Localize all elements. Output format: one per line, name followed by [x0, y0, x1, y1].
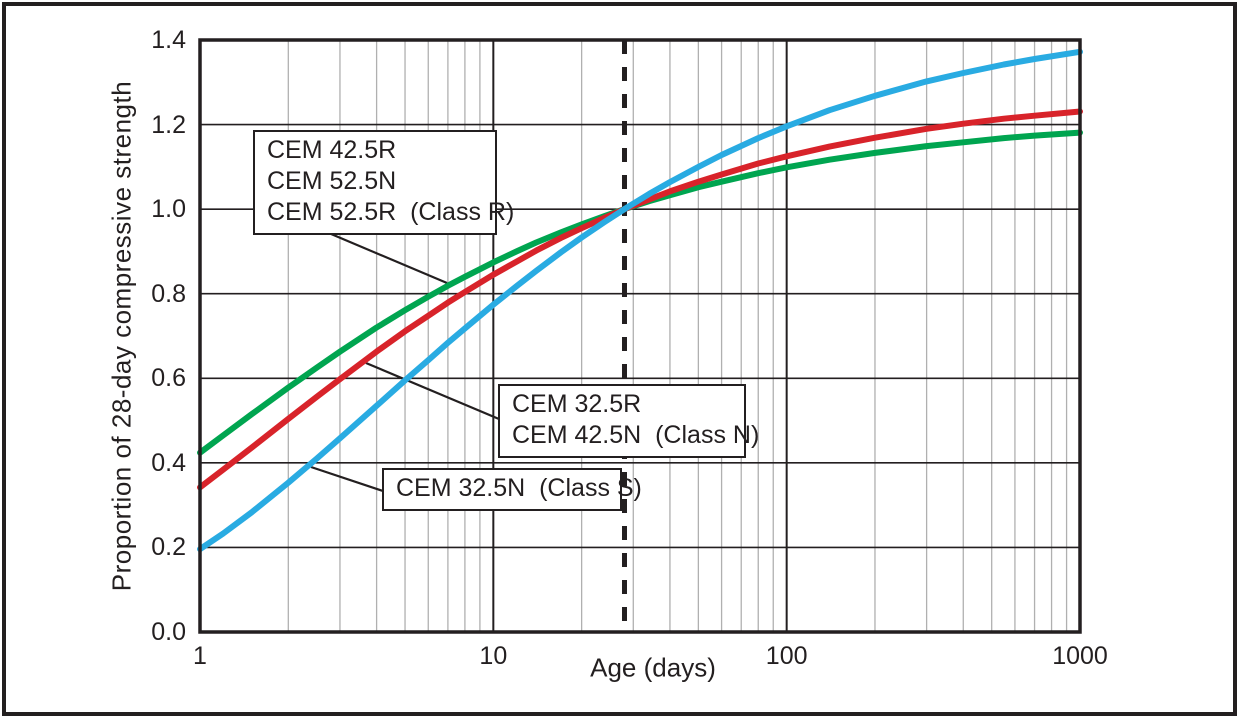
- y-tick-label: 1.2: [151, 110, 186, 139]
- y-tick-label: 1.0: [151, 195, 186, 224]
- curve-class-s: [197, 48, 1083, 553]
- legend-line: CEM 32.5R: [512, 390, 642, 418]
- plot-frame: [198, 38, 1082, 634]
- y-tick-label: 0.2: [151, 533, 186, 562]
- y-tick-label: 0.0: [151, 618, 186, 646]
- leader-lines: [310, 229, 500, 493]
- x-tick-label: 100: [765, 642, 808, 670]
- x-tick-label: 1: [193, 642, 207, 670]
- legend-box-class-n: CEM 32.5R CEM 42.5N (Class N): [498, 384, 760, 458]
- minor-gridlines: [287, 40, 1068, 632]
- legend-line: CEM 32.5N (Class S): [396, 474, 642, 502]
- horizontal-gridlines: [200, 123, 1080, 549]
- y-tick-label: 0.4: [151, 448, 186, 477]
- legend-box-class-s: CEM 32.5N (Class S): [382, 468, 642, 511]
- y-tick-label: 0.6: [151, 364, 186, 393]
- legend-line: CEM 42.5N (Class N): [512, 421, 760, 449]
- legend-line: CEM 52.5R (Class R): [267, 198, 515, 226]
- curve-class-n: [197, 108, 1083, 491]
- x-axis-title: Age (days): [590, 652, 716, 683]
- y-tick-label: 0.8: [151, 279, 186, 308]
- legend-line: CEM 52.5N: [267, 167, 397, 195]
- x-tick-label: 10: [479, 642, 508, 670]
- x-tick-label: 1000: [1052, 642, 1108, 670]
- legend-line: CEM 42.5R: [267, 136, 397, 164]
- legend-box-class-r: CEM 42.5R CEM 52.5N CEM 52.5R (Class R): [253, 130, 515, 235]
- major-gridlines: [492, 40, 788, 632]
- curve-class-r: [197, 129, 1083, 456]
- y-tick-label: 1.4: [151, 26, 186, 54]
